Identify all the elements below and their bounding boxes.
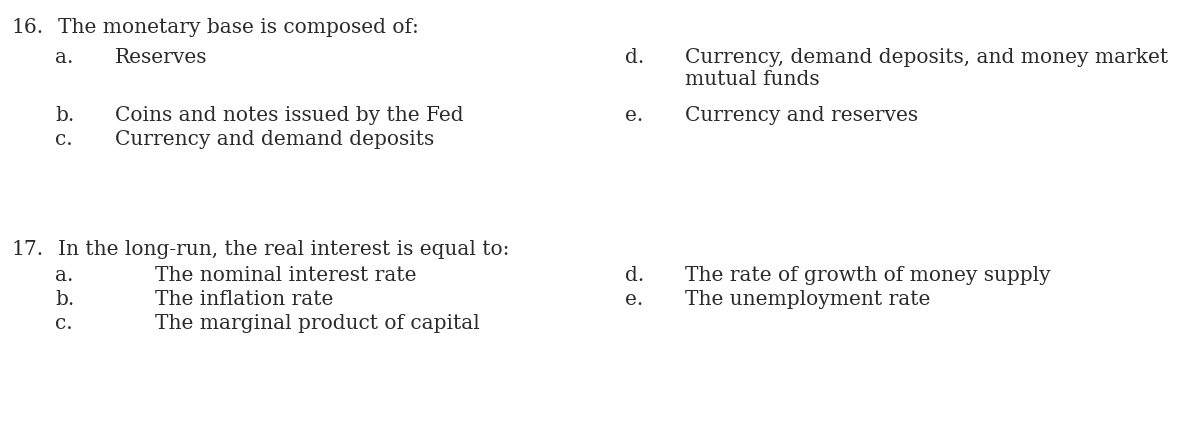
Text: Reserves: Reserves <box>115 48 208 67</box>
Text: Currency, demand deposits, and money market: Currency, demand deposits, and money mar… <box>685 48 1168 67</box>
Text: d.: d. <box>625 266 644 285</box>
Text: mutual funds: mutual funds <box>685 70 820 89</box>
Text: 16.: 16. <box>12 18 44 37</box>
Text: c.: c. <box>55 130 73 149</box>
Text: The unemployment rate: The unemployment rate <box>685 290 930 309</box>
Text: b.: b. <box>55 290 74 309</box>
Text: The rate of growth of money supply: The rate of growth of money supply <box>685 266 1051 285</box>
Text: e.: e. <box>625 290 643 309</box>
Text: a.: a. <box>55 266 73 285</box>
Text: The marginal product of capital: The marginal product of capital <box>155 314 480 333</box>
Text: In the long-run, the real interest is equal to:: In the long-run, the real interest is eq… <box>58 240 510 259</box>
Text: The monetary base is composed of:: The monetary base is composed of: <box>58 18 419 37</box>
Text: The nominal interest rate: The nominal interest rate <box>155 266 416 285</box>
Text: c.: c. <box>55 314 73 333</box>
Text: 17.: 17. <box>12 240 44 259</box>
Text: Coins and notes issued by the Fed: Coins and notes issued by the Fed <box>115 106 463 125</box>
Text: Currency and demand deposits: Currency and demand deposits <box>115 130 434 149</box>
Text: d.: d. <box>625 48 644 67</box>
Text: The inflation rate: The inflation rate <box>155 290 334 309</box>
Text: e.: e. <box>625 106 643 125</box>
Text: b.: b. <box>55 106 74 125</box>
Text: a.: a. <box>55 48 73 67</box>
Text: Currency and reserves: Currency and reserves <box>685 106 918 125</box>
